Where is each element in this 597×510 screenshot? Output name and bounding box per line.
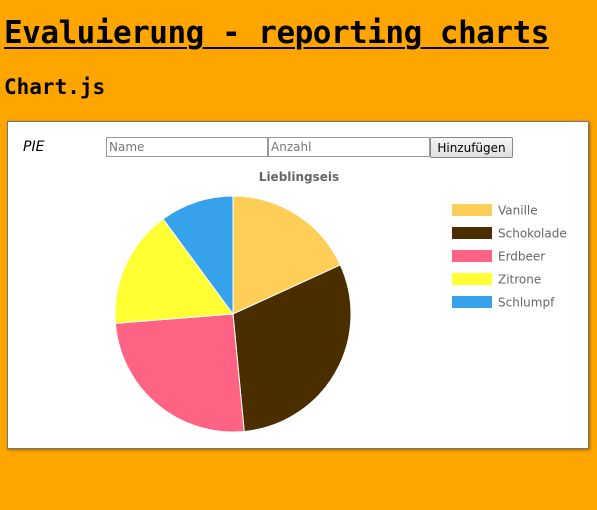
legend-swatch-zitrone[interactable] xyxy=(452,273,492,285)
chart-title: Lieblingseis xyxy=(259,170,339,184)
legend-label-zitrone[interactable]: Zitrone xyxy=(498,273,541,287)
chart-legend: Vanille Schokolade Erdbeer Zitrone Schlumpf xyxy=(452,204,567,310)
chart-type-label: PIE xyxy=(23,139,45,155)
legend-swatch-schlumpf[interactable] xyxy=(452,296,492,308)
pie-chart: Lieblingseis Vanille Schokolade Erdbeer Zit… xyxy=(114,170,567,433)
legend-swatch-vanille[interactable] xyxy=(452,204,492,216)
chart-panel: PIE Hinzufügen Lieblingseis Vanille Schok… xyxy=(7,121,589,449)
pie-slice-erdbeer[interactable] xyxy=(114,313,245,433)
pie-slices xyxy=(114,195,352,433)
add-button[interactable]: Hinzufügen xyxy=(430,137,513,158)
count-input[interactable] xyxy=(268,137,430,157)
legend-swatch-erdbeer[interactable] xyxy=(452,250,492,262)
pie-slice-zitrone[interactable] xyxy=(114,218,234,324)
legend-label-vanille[interactable]: Vanille xyxy=(498,204,538,218)
pie-slice-schokolade[interactable] xyxy=(232,264,352,433)
legend-label-schlumpf[interactable]: Schlumpf xyxy=(498,296,555,310)
pie-slice-schlumpf[interactable] xyxy=(162,195,234,316)
pie-slice-vanille[interactable] xyxy=(232,195,342,315)
legend-swatch-schokolade[interactable] xyxy=(452,227,492,239)
name-input[interactable] xyxy=(106,137,268,157)
legend-label-erdbeer[interactable]: Erdbeer xyxy=(498,250,545,264)
page-title: Evaluierung - reporting charts xyxy=(4,15,549,51)
page-subtitle: Chart.js xyxy=(4,75,106,99)
legend-label-schokolade[interactable]: Schokolade xyxy=(498,227,567,241)
